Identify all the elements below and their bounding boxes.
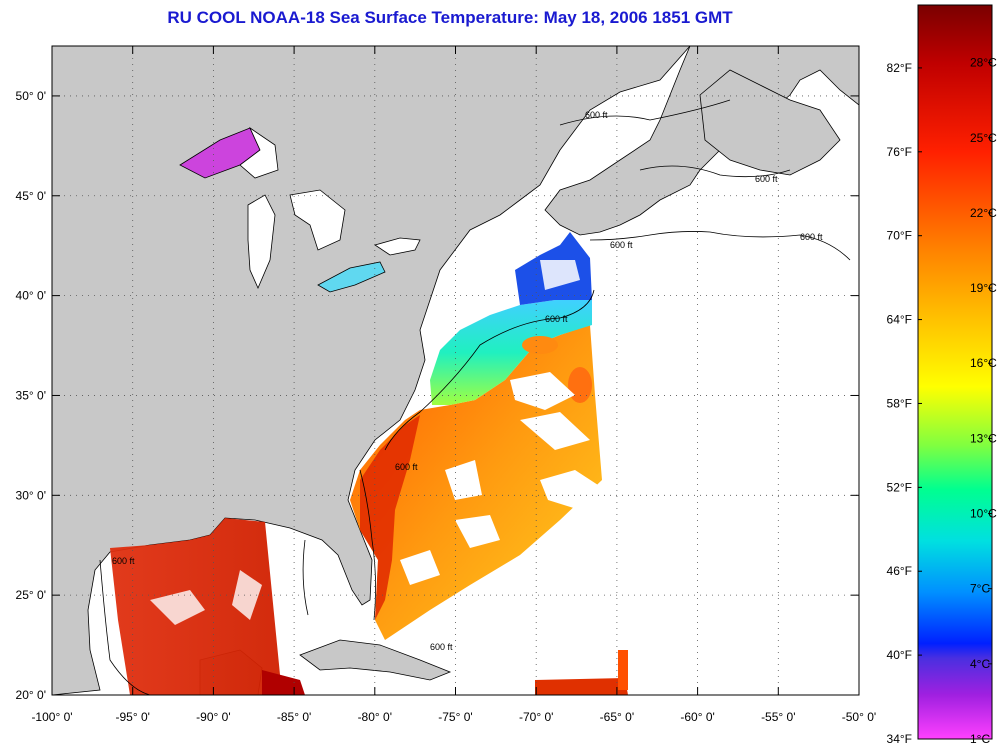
lon-tick-label: -75° 0' [438,710,472,724]
lat-tick-label: 30° 0' [16,488,46,502]
colorbar-c-label: 22°C [970,206,997,220]
lon-tick-label: -90° 0' [196,710,230,724]
colorbar-c-label: 25°C [970,131,997,145]
lon-tick-label: -55° 0' [761,710,795,724]
colorbar-f-label: 70°F [887,229,912,243]
colorbar-c-label: 19°C [970,281,997,295]
contour-label: 600 ft [112,556,135,566]
colorbar-fahrenheit-labels: 82°F 76°F 70°F 64°F 58°F 52°F 46°F 40°F 34°F [887,61,922,746]
lake-michigan [247,194,276,289]
land-cuba [299,639,452,681]
contour-label: 600 ft [395,462,418,472]
colorbar [917,4,993,740]
lat-tick-label: 45° 0' [16,189,46,203]
colorbar-f-label: 58°F [887,396,912,410]
lon-tick-label: -95° 0' [115,710,149,724]
lat-tick-label: 20° 0' [16,688,46,702]
lon-tick-label: -50° 0' [842,710,876,724]
lon-tick-label: -85° 0' [277,710,311,724]
colorbar-c-label: 28°C [970,56,997,70]
lon-tick-label: -100° 0' [31,710,72,724]
contour-label: 600 ft [610,240,633,250]
map-plot-area: 600 ft 600 ft 600 ft 600 ft 600 ft 600 f… [52,46,859,695]
colorbar-c-label: 1°C [970,732,990,746]
colorbar-f-label: 64°F [887,313,912,327]
colorbar-celsius-labels: 28°C 25°C 22°C 19°C 16°C 13°C 10°C 7°C 4°C 1°C [970,56,997,746]
land-maritimes [544,46,859,236]
contour-label: 600 ft [545,314,568,324]
contour-label: 600 ft [430,642,453,652]
land-newfoundland [699,69,841,176]
colorbar-f-label: 46°F [887,564,912,578]
lake-huron [289,189,346,251]
colorbar-c-label: 10°C [970,507,997,521]
lake-erie [317,261,386,293]
graticule [52,46,859,695]
longitude-labels: -100° 0' -95° 0' -90° 0' -85° 0' -80° 0' -75°… [31,710,876,724]
sst-caribbean-strip [535,678,628,695]
colorbar-f-label: 52°F [887,480,912,494]
colorbar-c-label: 16°C [970,356,997,370]
lat-tick-label: 25° 0' [16,588,46,602]
lon-tick-label: -70° 0' [519,710,553,724]
lon-tick-label: -60° 0' [680,710,714,724]
lake-ontario [374,237,421,256]
lat-tick-label: 40° 0' [16,289,46,303]
lat-tick-label: 50° 0' [16,89,46,103]
lon-tick-label: -65° 0' [600,710,634,724]
contour-600ft [99,99,851,695]
axis-ticks [51,46,860,696]
colorbar-f-label: 34°F [887,732,912,746]
contour-label: 600 ft [585,110,608,120]
map-title: RU COOL NOAA-18 Sea Surface Temperature:… [167,8,733,27]
lat-tick-label: 35° 0' [16,388,46,402]
sst-cold-shelf [430,300,592,405]
colorbar-c-label: 7°C [970,582,990,596]
colorbar-c-label: 4°C [970,657,990,671]
latitude-labels: 50° 0' 45° 0' 40° 0' 35° 0' 30° 0' 25° 0' 20° … [16,89,46,702]
colorbar-f-label: 76°F [887,145,912,159]
colorbar-c-label: 13°C [970,431,997,445]
colorbar-f-label: 40°F [887,648,912,662]
contour-label: 600 ft [800,232,823,242]
colorbar-f-label: 82°F [887,61,912,75]
lon-tick-label: -80° 0' [358,710,392,724]
contour-label: 600 ft [755,174,778,184]
lake-superior-east [239,126,279,179]
